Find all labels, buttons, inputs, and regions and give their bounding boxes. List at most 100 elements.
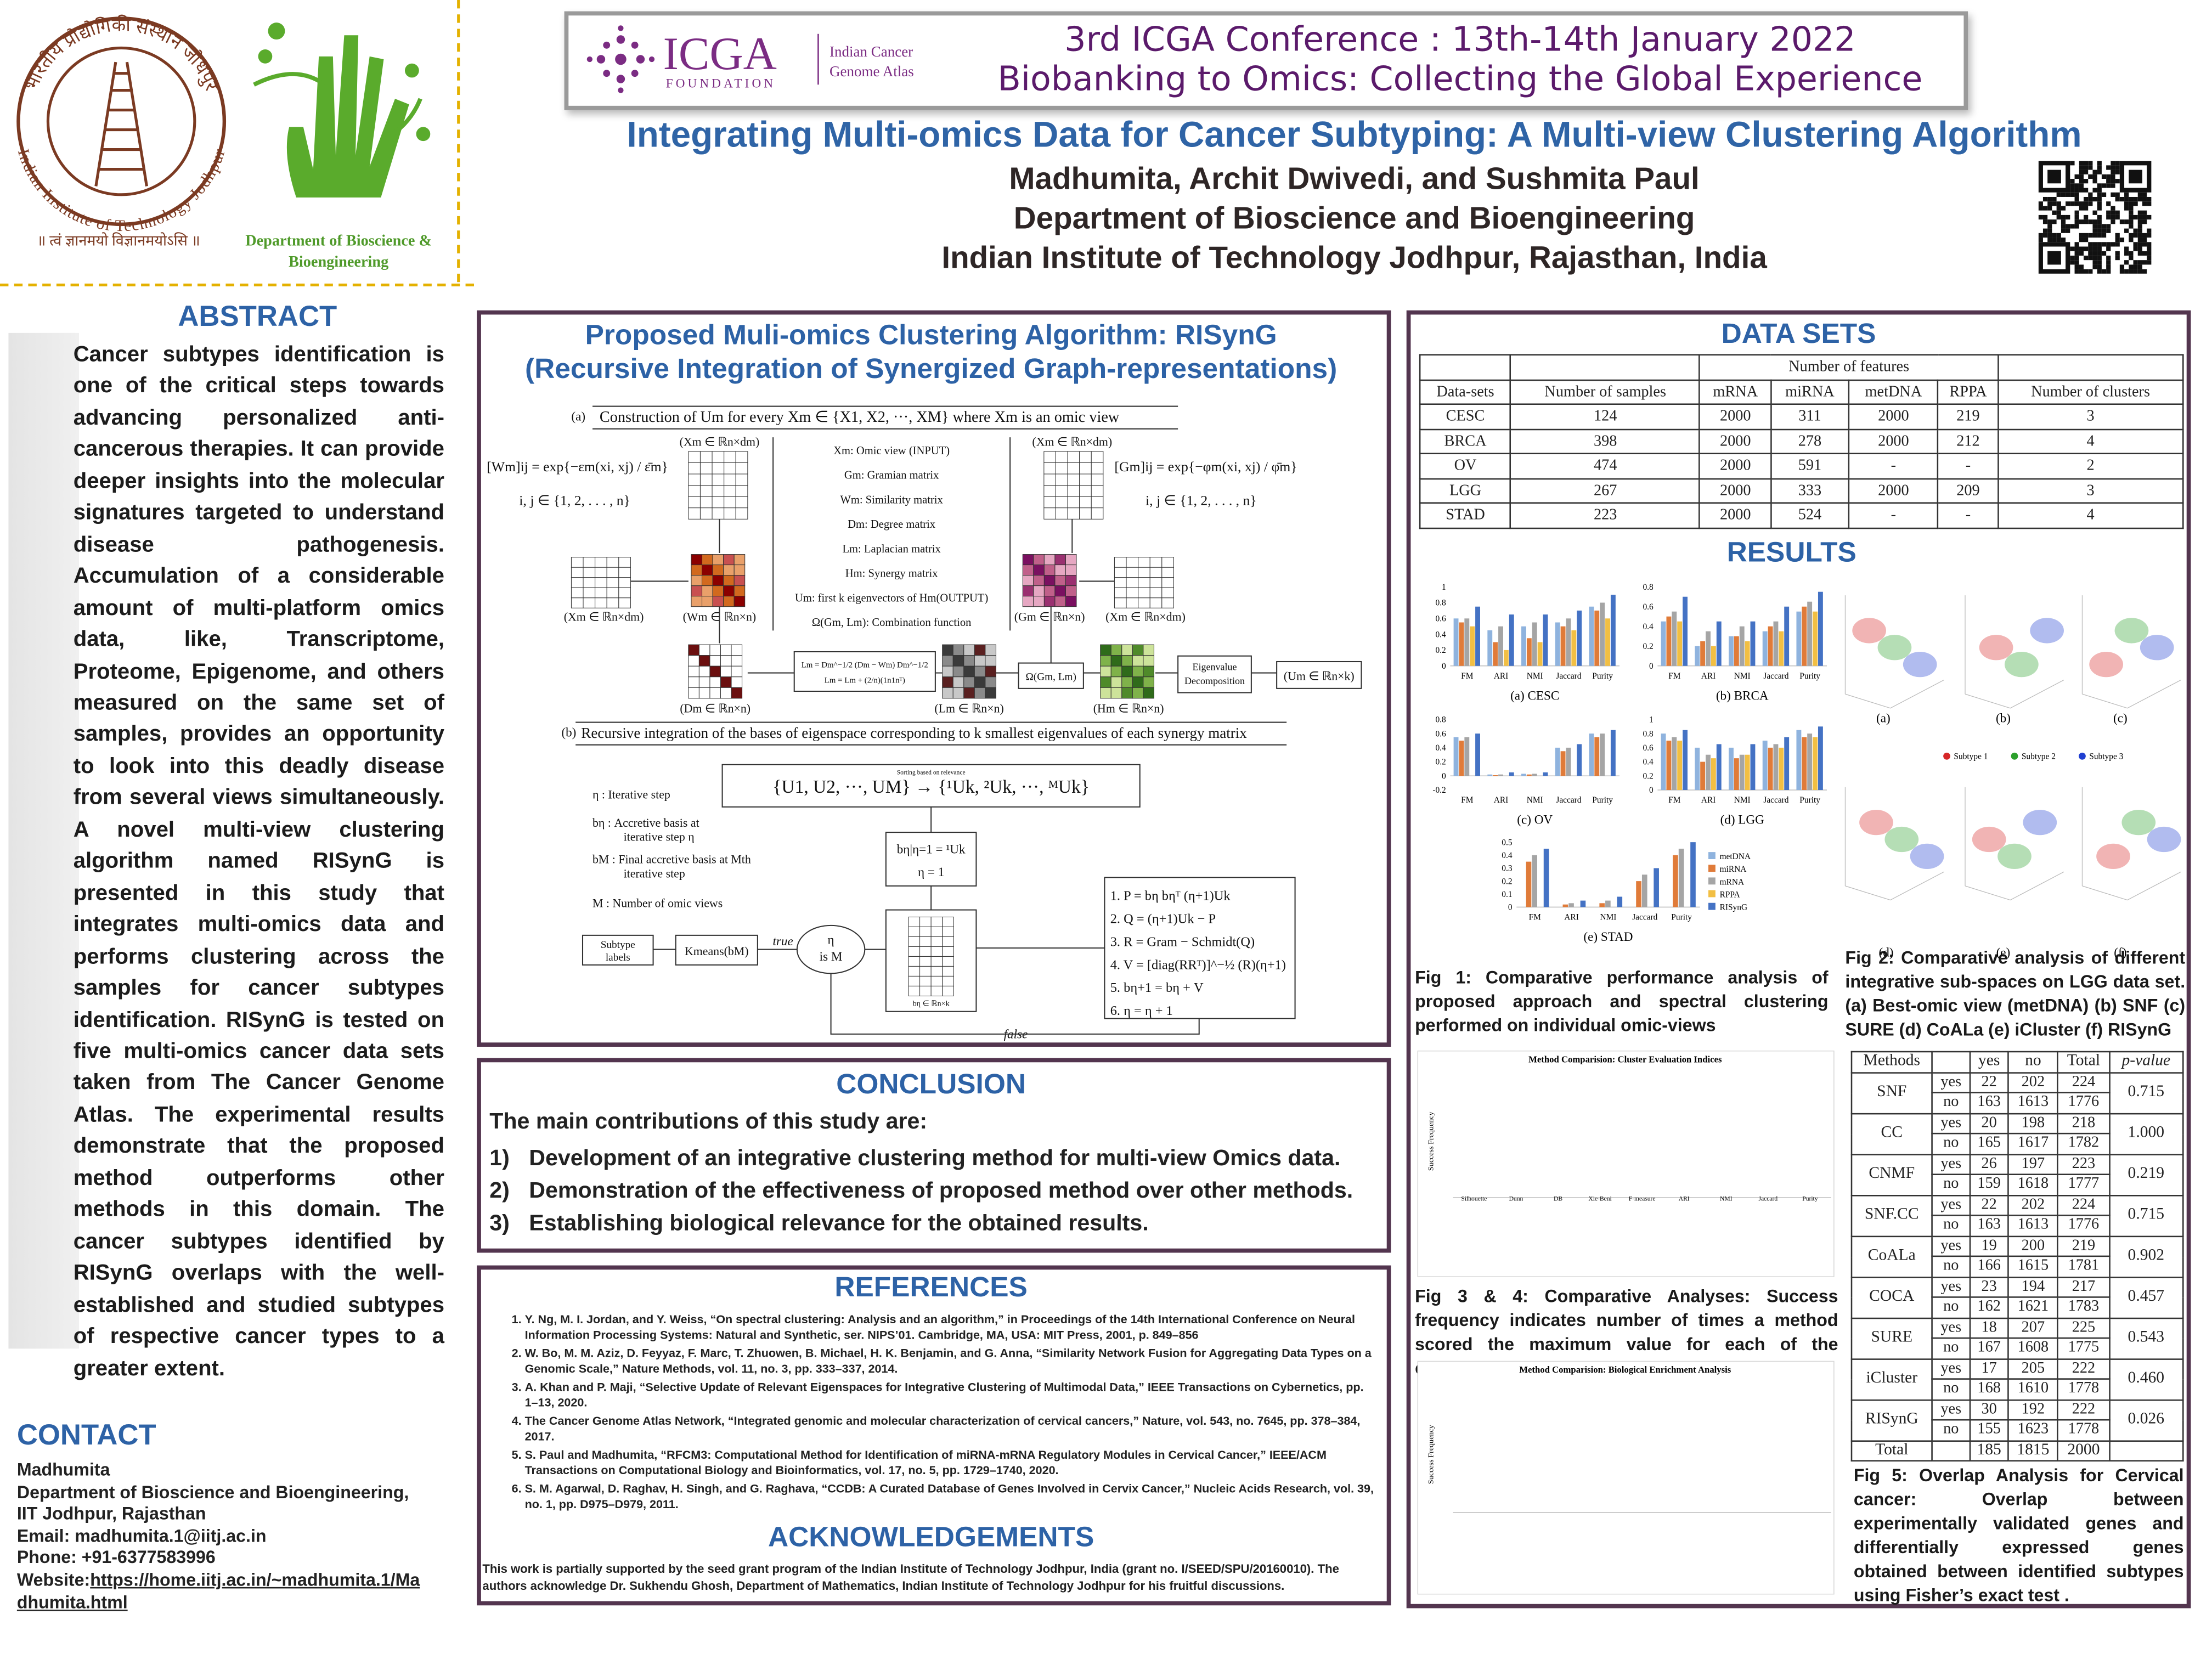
- bar: [1562, 904, 1568, 907]
- qr-module: [2101, 269, 2107, 274]
- bar: [1750, 621, 1756, 666]
- panel-label: (f): [2114, 945, 2126, 960]
- qr-module: [2052, 196, 2057, 202]
- table-cell sub: yes: [1931, 1317, 1971, 1339]
- axes-decoration: [1844, 787, 1944, 901]
- qr-module: [2106, 165, 2111, 170]
- qr-module: [2066, 201, 2070, 206]
- bar: [1768, 747, 1773, 790]
- qr-module: [2147, 242, 2152, 247]
- bar: [1813, 737, 1818, 790]
- table-cell: 223: [1510, 502, 1701, 528]
- qr-finder: [2038, 242, 2070, 274]
- bar: [1750, 744, 1756, 790]
- qr-module: [2074, 224, 2079, 229]
- y-tick-label: 0.6: [1643, 743, 1654, 753]
- qr-module: [2066, 215, 2070, 220]
- notation-entry: bM : Final accretive basis at Mth: [592, 853, 751, 866]
- table-row: Number of features: [1419, 354, 2184, 380]
- legend-entry: Hm: Synergy matrix: [845, 568, 938, 580]
- qr-module: [2079, 269, 2084, 274]
- bar: [1695, 646, 1700, 666]
- qr-module: [2070, 201, 2075, 206]
- y-tick-label: 0.2: [1643, 771, 1653, 781]
- table-row: CoALa yes 19 200 219 0.902: [1850, 1235, 2184, 1278]
- table-cell: BRCA: [1419, 428, 1512, 454]
- bar: [1672, 737, 1677, 790]
- matrix-label: (Xm ∈ ℝn×dm): [564, 610, 644, 623]
- table-cell: 1618: [2007, 1173, 2059, 1196]
- qr-module: [2092, 260, 2097, 265]
- qr-module: [2079, 264, 2084, 269]
- table-header: RPPA: [1937, 379, 1999, 405]
- table-row: no 165 1617 1782: [1852, 1132, 2183, 1155]
- qr-module: [2088, 255, 2093, 261]
- x-tick-label: Purity: [1592, 795, 1613, 805]
- qr-module: [2101, 224, 2107, 229]
- box: [675, 934, 758, 966]
- bar: [1470, 626, 1475, 666]
- qr-module: [2084, 206, 2089, 211]
- formula: [Wm]ij = exp{−εm(xi, xj) / ε̄m}: [487, 459, 668, 475]
- marker: 1): [489, 1147, 510, 1171]
- bar: [1690, 842, 1696, 907]
- table-row: Data-sets Number of samples mRNA miRNA metDN…: [1419, 379, 2184, 405]
- qr-module: [2142, 196, 2147, 202]
- x-tick-label: FM: [1668, 672, 1681, 681]
- bar: [1734, 636, 1739, 666]
- qr-module: [2084, 233, 2089, 238]
- qr-module: [2074, 215, 2079, 220]
- y-tick-label: -0.2: [1432, 786, 1446, 795]
- qr-module: [2079, 165, 2084, 170]
- table-header: Number of features: [1699, 354, 1999, 380]
- bar: [1700, 761, 1706, 790]
- qr-module: [2129, 238, 2134, 242]
- bar: [1498, 774, 1503, 776]
- bar: [1779, 631, 1784, 666]
- cluster-decoration: [2114, 618, 2149, 644]
- qr-module: [2074, 255, 2079, 261]
- table-row: no 163 1613 1776: [1852, 1092, 2183, 1114]
- qr-module: [2056, 215, 2061, 220]
- qr-module: [2070, 183, 2075, 188]
- table-cell: 200: [2007, 1235, 2059, 1257]
- chart-subtitle: (b) BRCA: [1716, 689, 1769, 703]
- table-cell: 165: [1969, 1132, 2009, 1155]
- bar: [1453, 737, 1459, 776]
- qr-module: [2092, 224, 2097, 229]
- bar: [1509, 772, 1514, 776]
- bar: [1784, 606, 1790, 666]
- qr-module: [2047, 224, 2052, 229]
- qr-module: [2079, 233, 2084, 238]
- website-link[interactable]: https://home.iitj.ac.in/~madhumita.1/Mad…: [16, 1570, 420, 1612]
- table-cell: 1778: [2057, 1378, 2110, 1401]
- qr-module: [2088, 269, 2093, 274]
- qr-module: [2101, 183, 2107, 188]
- cluster-decoration: [2121, 810, 2156, 836]
- bar: [1605, 900, 1611, 907]
- bar: [1475, 606, 1480, 666]
- table-cell: 17: [1969, 1358, 2009, 1380]
- divider: [0, 283, 474, 286]
- conclusion-item: 1) Development of an integrative clusteri…: [489, 1143, 1353, 1175]
- table-cell sub: no: [1931, 1378, 1971, 1401]
- legend-swatch: [1708, 865, 1716, 872]
- bar: [1526, 638, 1532, 666]
- bar: [1683, 730, 1688, 790]
- y-tick-label: 0.2: [1435, 758, 1446, 767]
- legend-label: Subtype 3: [2089, 752, 2123, 761]
- table-row: iCluster yes 17 205 222 0.460: [1850, 1357, 2184, 1401]
- y-tick-label: 0.8: [1643, 729, 1654, 738]
- qr-module: [2147, 201, 2152, 206]
- table-cell: 205: [2007, 1358, 2059, 1380]
- y-tick-label: 0: [1442, 771, 1446, 781]
- qr-module: [2056, 192, 2061, 197]
- table-cell: 2000: [1699, 453, 1772, 479]
- qr-module: [2097, 233, 2102, 238]
- qr-module: [2079, 219, 2084, 224]
- table-cell: 474: [1510, 453, 1701, 479]
- qr-module: [2079, 246, 2084, 251]
- table-cell: 524: [1770, 502, 1850, 528]
- x-tick-label: ARI: [1701, 795, 1716, 805]
- qr-module: [2115, 251, 2120, 256]
